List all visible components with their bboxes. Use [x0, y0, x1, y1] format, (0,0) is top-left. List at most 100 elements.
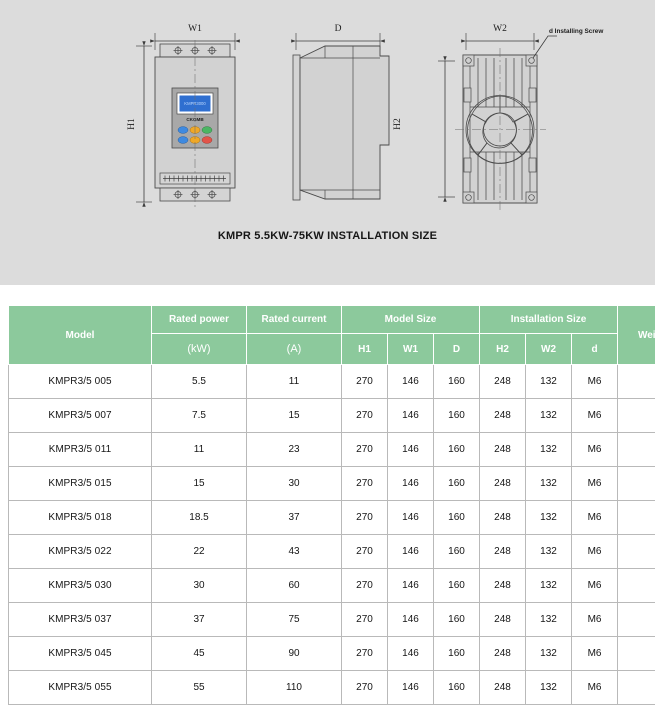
cell-rated-power: 22 [152, 535, 247, 569]
cell-d: 160 [434, 569, 480, 603]
cell-d: 160 [434, 603, 480, 637]
cell-model: KMPR3/5 007 [9, 399, 152, 433]
table-header: Model Rated power Rated current Model Si… [9, 306, 655, 365]
cell-w2: 132 [526, 569, 572, 603]
installation-size-table: Model Rated power Rated current Model Si… [8, 305, 655, 705]
cell-h2: 248 [480, 501, 526, 535]
cell-rated-power: 15 [152, 467, 247, 501]
cell-model: KMPR3/5 005 [9, 365, 152, 399]
label-w2: W2 [493, 24, 507, 34]
cell-model: KMPR3/5 037 [9, 603, 152, 637]
header-model-size: Model Size [342, 306, 480, 334]
installation-drawings-svg: W1 H1 KMPR3000 CK [0, 0, 655, 260]
cell-d: 160 [434, 467, 480, 501]
cell-screw: M6 [572, 501, 618, 535]
dimension-h1: H1 [127, 46, 152, 202]
cell-w2: 132 [526, 535, 572, 569]
cell-weight [618, 467, 655, 501]
cell-h2: 248 [480, 535, 526, 569]
cell-h2: 248 [480, 603, 526, 637]
cell-w1: 146 [388, 637, 434, 671]
cell-screw: M6 [572, 467, 618, 501]
cell-h1: 270 [342, 637, 388, 671]
lcd-text: KMPR3000 [184, 101, 206, 106]
dimension-w2: W2 [466, 24, 534, 50]
cell-h1: 270 [342, 603, 388, 637]
cell-rated-power: 11 [152, 433, 247, 467]
cell-rated-current: 37 [247, 501, 342, 535]
cell-weight [618, 535, 655, 569]
cell-screw: M6 [572, 637, 618, 671]
cell-rated-current: 90 [247, 637, 342, 671]
cell-weight [618, 501, 655, 535]
cell-weight [618, 603, 655, 637]
label-h1: H1 [127, 118, 137, 130]
cell-weight [618, 637, 655, 671]
cell-d: 160 [434, 399, 480, 433]
cell-d: 160 [434, 671, 480, 705]
header-d-screw: d [572, 334, 618, 365]
cell-rated-current: 43 [247, 535, 342, 569]
cell-d: 160 [434, 365, 480, 399]
cell-rated-current: 110 [247, 671, 342, 705]
cell-screw: M6 [572, 569, 618, 603]
cell-h1: 270 [342, 535, 388, 569]
cell-h1: 270 [342, 433, 388, 467]
cell-weight [618, 433, 655, 467]
cell-model: KMPR3/5 045 [9, 637, 152, 671]
cell-h2: 248 [480, 671, 526, 705]
cell-w1: 146 [388, 569, 434, 603]
spec-table-container: Model Rated power Rated current Model Si… [0, 305, 655, 705]
rear-view-drawing: W2 [438, 24, 603, 210]
cell-model: KMPR3/5 022 [9, 535, 152, 569]
cell-rated-power: 37 [152, 603, 247, 637]
label-w1: W1 [188, 24, 202, 34]
cell-w1: 146 [388, 535, 434, 569]
cell-rated-power: 55 [152, 671, 247, 705]
cell-rated-current: 11 [247, 365, 342, 399]
cell-rated-current: 15 [247, 399, 342, 433]
cell-rated-power: 45 [152, 637, 247, 671]
cell-w2: 132 [526, 603, 572, 637]
cell-h2: 248 [480, 399, 526, 433]
cell-w2: 132 [526, 501, 572, 535]
cell-h2: 248 [480, 637, 526, 671]
cell-d: 160 [434, 535, 480, 569]
cell-h2: 248 [480, 433, 526, 467]
header-model: Model [9, 306, 152, 365]
cell-h2: 248 [480, 569, 526, 603]
cell-weight [618, 365, 655, 399]
cell-model: KMPR3/5 015 [9, 467, 152, 501]
cell-screw: M6 [572, 365, 618, 399]
cell-rated-power: 7.5 [152, 399, 247, 433]
cell-screw: M6 [572, 433, 618, 467]
cell-screw: M6 [572, 603, 618, 637]
cell-w2: 132 [526, 365, 572, 399]
brand-text: CKGMB [186, 117, 204, 122]
header-w2: W2 [526, 334, 572, 365]
cell-w1: 146 [388, 501, 434, 535]
cell-d: 160 [434, 637, 480, 671]
header-rated-current-unit: (A) [247, 334, 342, 365]
cell-weight [618, 671, 655, 705]
label-d: D [335, 24, 342, 34]
header-rated-power: Rated power [152, 306, 247, 334]
header-installation-size: Installation Size [480, 306, 618, 334]
side-view-drawing: D H2 [293, 24, 403, 200]
cell-weight [618, 399, 655, 433]
cell-model: KMPR3/5 030 [9, 569, 152, 603]
header-w1: W1 [388, 334, 434, 365]
cell-screw: M6 [572, 399, 618, 433]
cell-w2: 132 [526, 467, 572, 501]
cell-screw: M6 [572, 535, 618, 569]
header-h1: H1 [342, 334, 388, 365]
header-d: D [434, 334, 480, 365]
cell-rated-power: 30 [152, 569, 247, 603]
cell-w1: 146 [388, 365, 434, 399]
